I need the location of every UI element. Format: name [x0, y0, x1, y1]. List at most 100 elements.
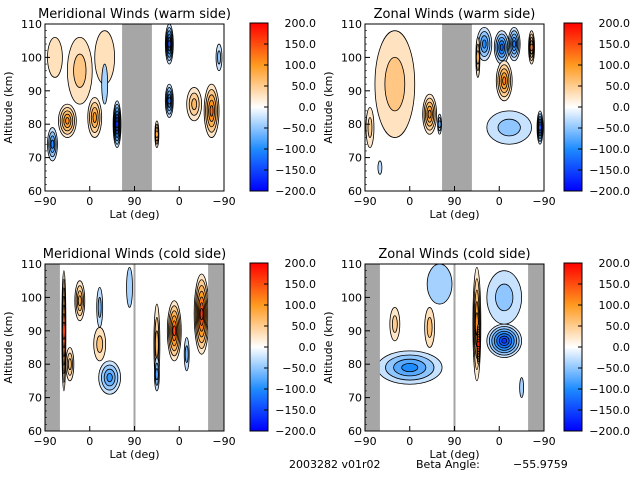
colorbar-tick-label: 50.0: [606, 80, 631, 93]
x-tick-label: −90: [532, 195, 555, 208]
contour-level: [106, 372, 113, 383]
contour-level: [172, 325, 177, 337]
panel-0: 60 70 80 90 100 110 −90 0 90 0 −90 Lat (deg) Altitud…: [2, 7, 316, 221]
contour-level: [154, 130, 159, 138]
contour-level: [519, 377, 525, 398]
contour-level: [437, 120, 442, 128]
panel-2: 60 70 80 90 100 110 −90 0 90 0 −90 Lat (deg) Altitud…: [2, 247, 316, 461]
contour-level: [217, 50, 221, 65]
y-tick-label: 100: [341, 291, 362, 304]
contour-level: [391, 315, 398, 333]
x-tick-label: 0: [496, 435, 503, 448]
x-tick-label: 0: [406, 195, 413, 208]
colorbar-tick-label: −50.0: [596, 122, 630, 135]
y-tick-label: 110: [21, 258, 42, 271]
colorbar-tick-label: 0.0: [613, 341, 631, 354]
contour-level: [482, 39, 487, 49]
y-tick-label: 70: [28, 392, 42, 405]
colorbar-tick-label: 200.0: [285, 257, 317, 270]
contour-level: [426, 264, 453, 305]
colorbar-tick-label: 0.0: [299, 101, 317, 114]
contour-level: [502, 76, 507, 86]
colorbar-tick-label: 150.0: [285, 278, 317, 291]
contour-level: [77, 295, 82, 307]
contour-level: [475, 50, 480, 65]
colorbar-tick-label: −50.0: [596, 362, 630, 375]
y-tick-label: 100: [341, 51, 362, 64]
x-axis-label: Lat (deg): [430, 208, 480, 221]
contour-level: [50, 139, 55, 149]
colorbar-tick-label: 100.0: [285, 299, 317, 312]
gap-line: [453, 264, 456, 431]
y-tick-label: 110: [21, 18, 42, 31]
colorbar-tick-label: −150.0: [589, 404, 630, 417]
colorbar-tick-label: 50.0: [606, 320, 631, 333]
y-axis-label: Altitude (km): [2, 71, 15, 143]
contour-level: [426, 317, 433, 338]
colorbar-tick-label: −200.0: [589, 425, 630, 438]
colorbar-tick-label: −200.0: [275, 185, 316, 198]
contour-level: [101, 63, 109, 105]
y-tick-label: 100: [21, 51, 42, 64]
y-tick-label: 90: [348, 85, 362, 98]
y-tick-label: 100: [21, 291, 42, 304]
y-tick-label: 70: [348, 392, 362, 405]
contour-level: [199, 307, 204, 321]
x-axis-label: Lat (deg): [110, 208, 160, 221]
gap-line: [133, 264, 136, 431]
contour-level: [512, 40, 517, 48]
contour-level: [367, 117, 373, 138]
x-tick-label: 0: [406, 435, 413, 448]
x-tick-label: 90: [128, 195, 142, 208]
colorbar-tick-label: −100.0: [275, 143, 316, 156]
y-tick-label: 60: [28, 185, 42, 198]
colorbar-tick-label: 100.0: [599, 59, 631, 72]
x-tick-label: 0: [86, 195, 93, 208]
contour-level: [538, 124, 542, 131]
x-tick-label: 90: [448, 195, 462, 208]
no-data-band: [528, 264, 544, 431]
colorbar-tick-label: −200.0: [275, 425, 316, 438]
y-tick-label: 70: [28, 152, 42, 165]
y-tick-label: 60: [28, 425, 42, 438]
contour-level: [97, 297, 102, 318]
contour-level: [154, 330, 159, 358]
colorbar-tick-label: 100.0: [285, 59, 317, 72]
contour-level: [499, 43, 504, 52]
colorbar-tick-label: −150.0: [275, 164, 316, 177]
x-tick-label: −90: [212, 195, 235, 208]
y-tick-label: 60: [348, 425, 362, 438]
beta-angle-value: −55.9759: [513, 458, 568, 471]
contour-level: [495, 283, 514, 312]
x-tick-label: 90: [448, 435, 462, 448]
contour-level: [67, 358, 72, 371]
no-data-band: [365, 264, 380, 431]
y-tick-label: 110: [341, 18, 362, 31]
contour-level: [497, 118, 521, 137]
contour-level: [96, 335, 104, 353]
no-data-band: [442, 24, 472, 191]
colorbar-tick-label: 150.0: [599, 38, 631, 51]
colorbar-tick-label: −100.0: [589, 143, 630, 156]
contour-level: [65, 117, 70, 125]
x-tick-label: −90: [212, 435, 235, 448]
colorbar-tick-label: −100.0: [275, 383, 316, 396]
x-tick-label: −90: [353, 195, 376, 208]
contour-level: [377, 160, 383, 175]
panel-title: Meridional Winds (warm side): [38, 7, 231, 22]
contour-level: [427, 109, 432, 119]
y-tick-label: 90: [348, 325, 362, 338]
contour-level: [501, 338, 508, 344]
contour-level: [92, 112, 97, 123]
y-axis-label: Altitude (km): [322, 311, 335, 383]
contour-level: [73, 53, 87, 88]
colorbar-tick-label: −50.0: [282, 362, 316, 375]
contour-layer: [47, 24, 223, 191]
x-tick-label: 0: [176, 435, 183, 448]
x-tick-label: −90: [33, 435, 56, 448]
y-tick-label: 90: [28, 325, 42, 338]
contour-level: [184, 345, 189, 363]
contour-level: [529, 43, 534, 52]
x-tick-label: 0: [86, 435, 93, 448]
